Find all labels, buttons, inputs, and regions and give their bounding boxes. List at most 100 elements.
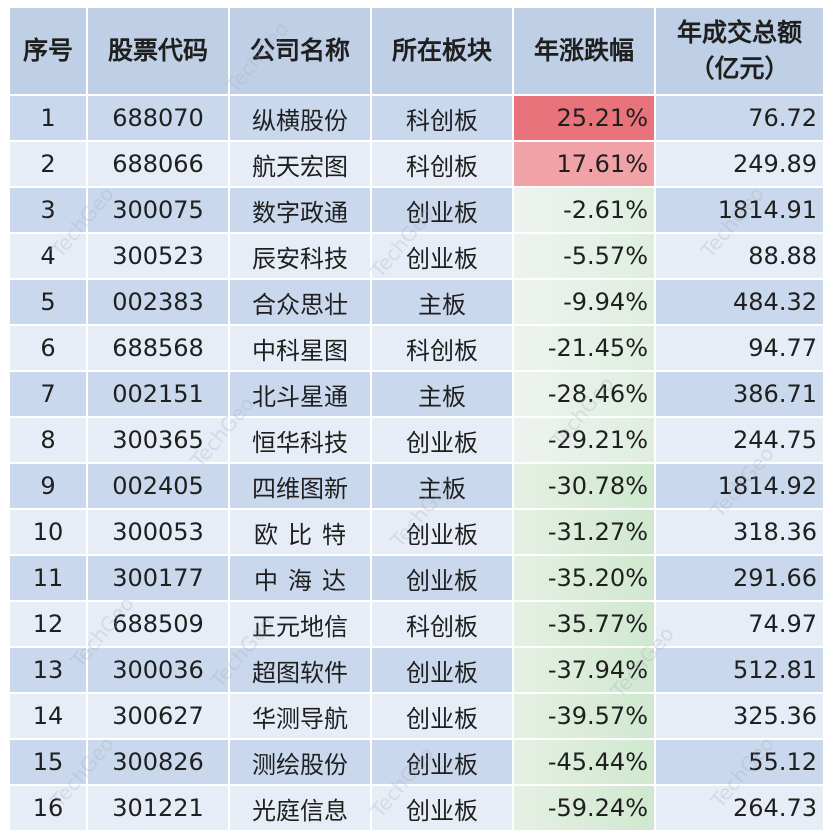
cell-annual-turnover: 264.73 bbox=[656, 786, 825, 832]
cell-index: 4 bbox=[10, 234, 88, 280]
table-row: 2 688066 航天宏图 科创板 17.61% 249.89 bbox=[10, 142, 825, 188]
cell-stock-code: 300826 bbox=[88, 740, 230, 786]
cell-board: 主板 bbox=[372, 464, 514, 510]
cell-company-name: 纵横股份 bbox=[230, 96, 372, 142]
header-company-name: 公司名称 bbox=[230, 8, 372, 96]
cell-annual-change: 17.61% bbox=[514, 142, 656, 188]
cell-board: 创业板 bbox=[372, 556, 514, 602]
cell-stock-code: 300365 bbox=[88, 418, 230, 464]
cell-stock-code: 300627 bbox=[88, 694, 230, 740]
cell-company-name: 欧比特 bbox=[230, 510, 372, 556]
header-annual-change: 年涨跌幅 bbox=[514, 8, 656, 96]
cell-annual-change: -45.44% bbox=[514, 740, 656, 786]
cell-board: 主板 bbox=[372, 280, 514, 326]
cell-annual-change: 25.21% bbox=[514, 96, 656, 142]
table-row: 5 002383 合众思壮 主板 -9.94% 484.32 bbox=[10, 280, 825, 326]
cell-index: 12 bbox=[10, 602, 88, 648]
cell-stock-code: 688070 bbox=[88, 96, 230, 142]
cell-index: 10 bbox=[10, 510, 88, 556]
cell-company-name: 合众思壮 bbox=[230, 280, 372, 326]
cell-annual-change: -35.20% bbox=[514, 556, 656, 602]
cell-board: 创业板 bbox=[372, 234, 514, 280]
cell-board: 科创板 bbox=[372, 142, 514, 188]
cell-annual-turnover: 88.88 bbox=[656, 234, 825, 280]
cell-stock-code: 002383 bbox=[88, 280, 230, 326]
cell-company-name: 测绘股份 bbox=[230, 740, 372, 786]
cell-annual-turnover: 325.36 bbox=[656, 694, 825, 740]
cell-annual-change: -31.27% bbox=[514, 510, 656, 556]
cell-annual-change: -2.61% bbox=[514, 188, 656, 234]
table-row: 13 300036 超图软件 创业板 -37.94% 512.81 bbox=[10, 648, 825, 694]
cell-annual-turnover: 1814.91 bbox=[656, 188, 825, 234]
cell-stock-code: 300523 bbox=[88, 234, 230, 280]
cell-annual-turnover: 291.66 bbox=[656, 556, 825, 602]
stock-table: 序号 股票代码 公司名称 所在板块 年涨跌幅 年成交总额 （亿元） 1 68807… bbox=[10, 8, 825, 832]
cell-annual-change: -35.77% bbox=[514, 602, 656, 648]
cell-company-name: 北斗星通 bbox=[230, 372, 372, 418]
cell-stock-code: 300075 bbox=[88, 188, 230, 234]
cell-stock-code: 300053 bbox=[88, 510, 230, 556]
table-row: 9 002405 四维图新 主板 -30.78% 1814.92 bbox=[10, 464, 825, 510]
cell-annual-turnover: 512.81 bbox=[656, 648, 825, 694]
cell-company-name: 中科星图 bbox=[230, 326, 372, 372]
cell-board: 创业板 bbox=[372, 648, 514, 694]
table-row: 12 688509 正元地信 科创板 -35.77% 74.97 bbox=[10, 602, 825, 648]
cell-annual-turnover: 249.89 bbox=[656, 142, 825, 188]
cell-board: 科创板 bbox=[372, 96, 514, 142]
cell-annual-turnover: 318.36 bbox=[656, 510, 825, 556]
cell-annual-turnover: 386.71 bbox=[656, 372, 825, 418]
cell-index: 13 bbox=[10, 648, 88, 694]
cell-index: 11 bbox=[10, 556, 88, 602]
cell-index: 14 bbox=[10, 694, 88, 740]
cell-company-name: 四维图新 bbox=[230, 464, 372, 510]
cell-index: 8 bbox=[10, 418, 88, 464]
table-row: 15 300826 测绘股份 创业板 -45.44% 55.12 bbox=[10, 740, 825, 786]
cell-index: 16 bbox=[10, 786, 88, 832]
cell-board: 创业板 bbox=[372, 694, 514, 740]
cell-stock-code: 301221 bbox=[88, 786, 230, 832]
cell-annual-turnover: 1814.92 bbox=[656, 464, 825, 510]
cell-index: 5 bbox=[10, 280, 88, 326]
table-row: 10 300053 欧比特 创业板 -31.27% 318.36 bbox=[10, 510, 825, 556]
cell-stock-code: 300177 bbox=[88, 556, 230, 602]
cell-index: 3 bbox=[10, 188, 88, 234]
cell-board: 科创板 bbox=[372, 602, 514, 648]
cell-board: 创业板 bbox=[372, 188, 514, 234]
cell-stock-code: 002405 bbox=[88, 464, 230, 510]
cell-annual-turnover: 74.97 bbox=[656, 602, 825, 648]
cell-company-name: 辰安科技 bbox=[230, 234, 372, 280]
cell-board: 创业板 bbox=[372, 740, 514, 786]
table-row: 4 300523 辰安科技 创业板 -5.57% 88.88 bbox=[10, 234, 825, 280]
cell-board: 创业板 bbox=[372, 786, 514, 832]
cell-board: 创业板 bbox=[372, 510, 514, 556]
cell-annual-change: -59.24% bbox=[514, 786, 656, 832]
cell-annual-turnover: 76.72 bbox=[656, 96, 825, 142]
cell-stock-code: 688509 bbox=[88, 602, 230, 648]
header-annual-turnover-unit: （亿元） bbox=[689, 54, 790, 83]
header-row: 序号 股票代码 公司名称 所在板块 年涨跌幅 年成交总额 （亿元） bbox=[10, 8, 825, 96]
cell-company-name: 光庭信息 bbox=[230, 786, 372, 832]
cell-annual-change: -9.94% bbox=[514, 280, 656, 326]
cell-company-name: 恒华科技 bbox=[230, 418, 372, 464]
cell-annual-turnover: 484.32 bbox=[656, 280, 825, 326]
table-row: 3 300075 数字政通 创业板 -2.61% 1814.91 bbox=[10, 188, 825, 234]
cell-annual-change: -29.21% bbox=[514, 418, 656, 464]
table-row: 7 002151 北斗星通 主板 -28.46% 386.71 bbox=[10, 372, 825, 418]
cell-index: 1 bbox=[10, 96, 88, 142]
cell-board: 创业板 bbox=[372, 418, 514, 464]
cell-annual-turnover: 244.75 bbox=[656, 418, 825, 464]
cell-company-name: 中海达 bbox=[230, 556, 372, 602]
table-row: 14 300627 华测导航 创业板 -39.57% 325.36 bbox=[10, 694, 825, 740]
cell-stock-code: 688066 bbox=[88, 142, 230, 188]
table-row: 1 688070 纵横股份 科创板 25.21% 76.72 bbox=[10, 96, 825, 142]
cell-index: 7 bbox=[10, 372, 88, 418]
header-stock-code: 股票代码 bbox=[88, 8, 230, 96]
table-row: 11 300177 中海达 创业板 -35.20% 291.66 bbox=[10, 556, 825, 602]
cell-index: 2 bbox=[10, 142, 88, 188]
cell-company-name: 正元地信 bbox=[230, 602, 372, 648]
table-row: 8 300365 恒华科技 创业板 -29.21% 244.75 bbox=[10, 418, 825, 464]
cell-annual-change: -21.45% bbox=[514, 326, 656, 372]
header-annual-turnover-line1: 年成交总额 bbox=[676, 17, 802, 47]
cell-index: 6 bbox=[10, 326, 88, 372]
